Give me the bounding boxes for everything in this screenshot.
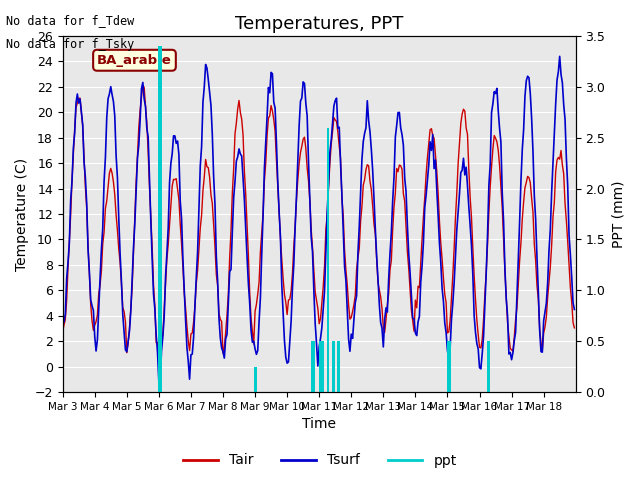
Title: Temperatures, PPT: Temperatures, PPT (235, 15, 403, 33)
Bar (333, 341, 335, 392)
Bar (447, 341, 448, 392)
X-axis label: Time: Time (302, 418, 336, 432)
Y-axis label: Temperature (C): Temperature (C) (15, 157, 29, 271)
Bar (323, 341, 324, 392)
Legend: Tair, Tsurf, ppt: Tair, Tsurf, ppt (178, 448, 462, 473)
Bar (487, 341, 488, 392)
Bar (310, 341, 312, 392)
Bar (332, 341, 333, 392)
Bar (339, 341, 340, 392)
Bar (449, 341, 451, 392)
Bar (337, 341, 339, 392)
Bar (313, 341, 314, 392)
Bar (161, 46, 162, 392)
Bar (326, 128, 328, 392)
Text: No data for f_Tsky: No data for f_Tsky (6, 38, 134, 51)
Bar (448, 341, 449, 392)
Bar (254, 367, 256, 392)
Y-axis label: PPT (mm): PPT (mm) (611, 180, 625, 248)
Bar (488, 341, 490, 392)
Bar (319, 341, 320, 392)
Bar (256, 367, 257, 392)
Bar (320, 341, 321, 392)
Text: No data for f_Tdew: No data for f_Tdew (6, 14, 134, 27)
Bar (159, 46, 161, 392)
Bar (321, 341, 323, 392)
Bar (158, 46, 159, 392)
Bar (312, 341, 313, 392)
Bar (328, 128, 329, 392)
Text: BA_arable: BA_arable (97, 54, 172, 67)
